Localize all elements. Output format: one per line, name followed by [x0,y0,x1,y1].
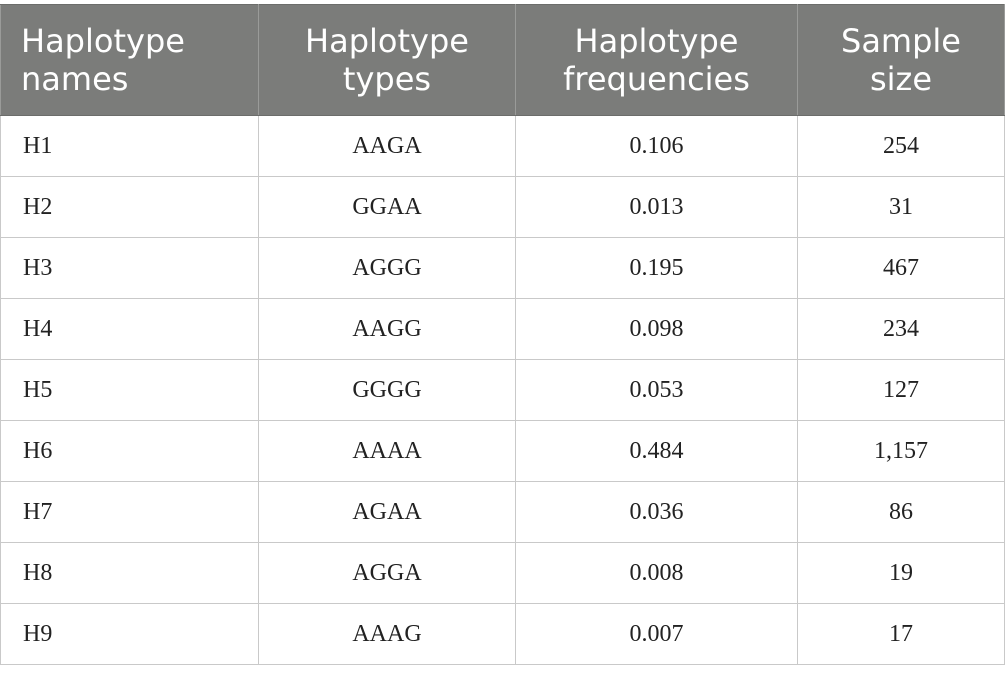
header-haplotype-types: Haplotype types [258,4,516,116]
table-row: H1 AAGA 0.106 254 [0,115,1005,177]
cell-sample-size: 467 [797,237,1005,299]
table-body: H1 AAGA 0.106 254 H2 GGAA 0.013 31 H3 AG… [0,115,1005,665]
table-row: H6 AAAA 0.484 1,157 [0,420,1005,482]
cell-haplotype-name: H5 [0,359,259,421]
cell-haplotype-type: AGGA [258,542,516,604]
cell-haplotype-type: AAGA [258,115,516,177]
cell-sample-size: 254 [797,115,1005,177]
cell-haplotype-name: H1 [0,115,259,177]
table-row: H9 AAAG 0.007 17 [0,603,1005,665]
cell-haplotype-frequency: 0.013 [515,176,798,238]
header-line: names [21,60,129,98]
cell-sample-size: 234 [797,298,1005,360]
cell-haplotype-type: AAAG [258,603,516,665]
cell-haplotype-name: H4 [0,298,259,360]
header-line: Sample [841,22,961,60]
table-row: H5 GGGG 0.053 127 [0,359,1005,421]
table-row: H2 GGAA 0.013 31 [0,176,1005,238]
cell-haplotype-type: GGAA [258,176,516,238]
header-haplotype-names: Haplotype names [0,4,259,116]
header-line: Haplotype [305,22,469,60]
cell-haplotype-frequency: 0.053 [515,359,798,421]
cell-haplotype-name: H9 [0,603,259,665]
haplotype-table: Haplotype names Haplotype types Haplotyp… [0,4,1005,665]
cell-haplotype-name: H7 [0,481,259,543]
cell-haplotype-name: H6 [0,420,259,482]
header-row: Haplotype names Haplotype types Haplotyp… [0,4,1005,116]
cell-sample-size: 86 [797,481,1005,543]
header-line: Haplotype [21,22,185,60]
cell-haplotype-type: AGGG [258,237,516,299]
header-sample-size: Sample size [797,4,1005,116]
table-row: H7 AGAA 0.036 86 [0,481,1005,543]
cell-haplotype-frequency: 0.484 [515,420,798,482]
cell-haplotype-frequency: 0.106 [515,115,798,177]
table-row: H4 AAGG 0.098 234 [0,298,1005,360]
cell-sample-size: 19 [797,542,1005,604]
header-line: Haplotype [574,22,739,60]
cell-haplotype-frequency: 0.098 [515,298,798,360]
cell-haplotype-type: GGGG [258,359,516,421]
cell-sample-size: 17 [797,603,1005,665]
table-header: Haplotype names Haplotype types Haplotyp… [0,4,1005,116]
cell-haplotype-frequency: 0.008 [515,542,798,604]
table-row: H3 AGGG 0.195 467 [0,237,1005,299]
cell-sample-size: 31 [797,176,1005,238]
cell-haplotype-name: H8 [0,542,259,604]
table-row: H8 AGGA 0.008 19 [0,542,1005,604]
cell-haplotype-frequency: 0.007 [515,603,798,665]
cell-haplotype-type: AAAA [258,420,516,482]
header-haplotype-frequencies: Haplotype frequencies [515,4,798,116]
header-line: frequencies [563,60,750,98]
cell-haplotype-frequency: 0.036 [515,481,798,543]
cell-haplotype-type: AAGG [258,298,516,360]
header-line: size [869,60,933,98]
cell-sample-size: 1,157 [797,420,1005,482]
cell-sample-size: 127 [797,359,1005,421]
header-line: types [342,60,432,98]
cell-haplotype-name: H3 [0,237,259,299]
cell-haplotype-frequency: 0.195 [515,237,798,299]
cell-haplotype-name: H2 [0,176,259,238]
cell-haplotype-type: AGAA [258,481,516,543]
